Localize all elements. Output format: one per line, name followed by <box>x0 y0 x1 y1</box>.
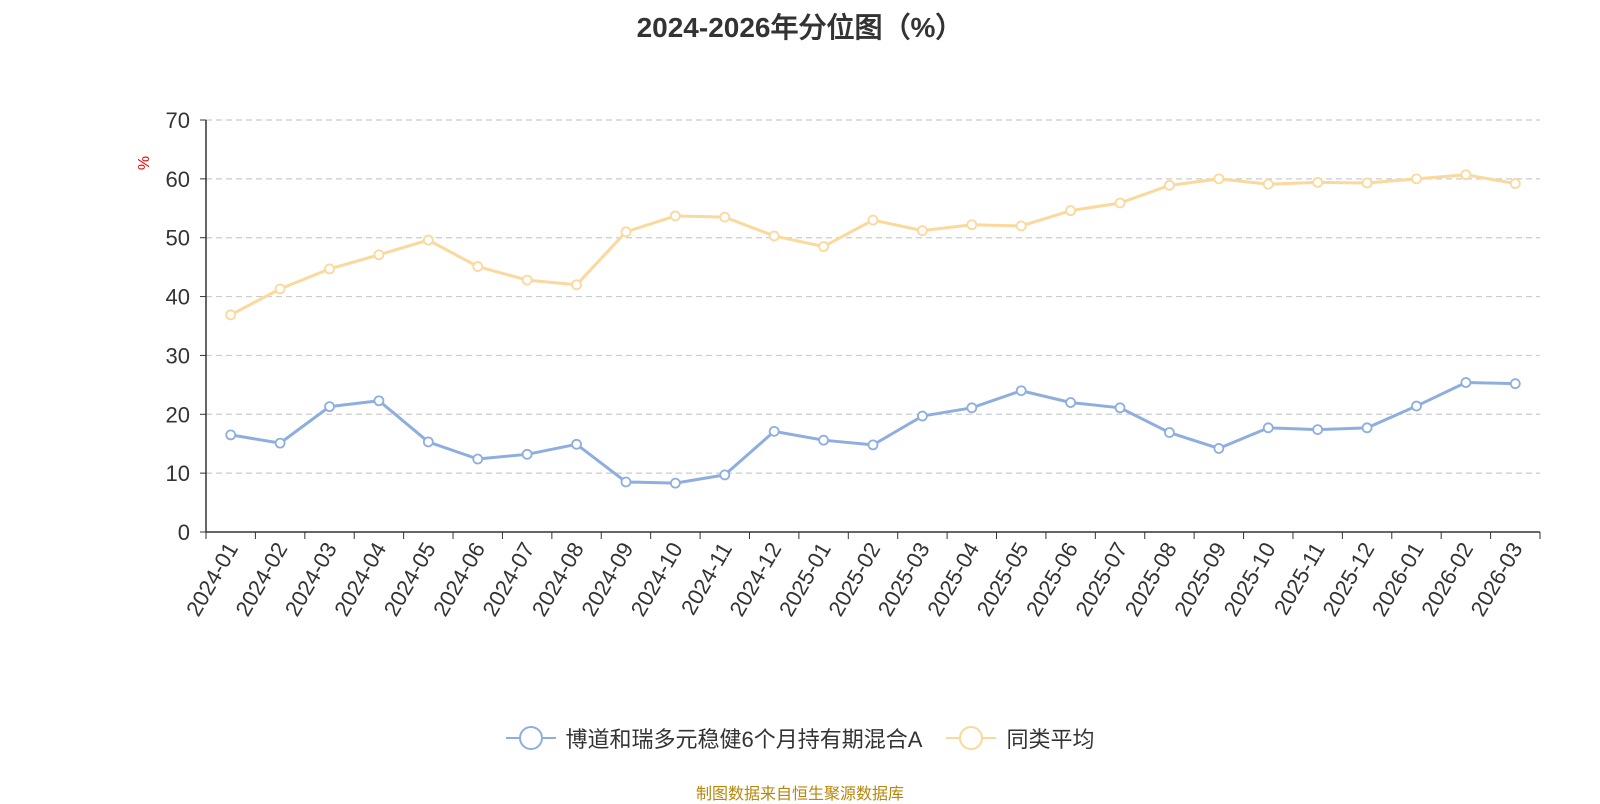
y-tick-label: 10 <box>166 461 190 486</box>
data-point-series-1 <box>521 448 533 460</box>
y-axis-label: % <box>136 156 153 170</box>
data-point-series-2 <box>571 279 582 291</box>
y-tick-label: 70 <box>166 108 190 133</box>
y-tick-label: 20 <box>166 402 190 427</box>
data-point-series-2 <box>422 234 434 246</box>
data-point-series-2 <box>274 283 286 295</box>
data-point-series-1 <box>867 439 879 451</box>
axes: 010203040506070%2024-012024-022024-03202… <box>136 108 1541 620</box>
data-point-series-2 <box>669 210 681 222</box>
data-point-series-2 <box>324 263 335 275</box>
legend-item-series-2[interactable]: 同类平均 <box>946 722 1094 754</box>
data-point-series-2 <box>1164 179 1175 191</box>
data-point-series-1 <box>274 437 286 449</box>
data-point-series-1 <box>768 425 780 437</box>
chart-title: 2024-2026年分位图（%） <box>636 12 964 43</box>
data-point-series-1 <box>917 410 928 422</box>
data-point-series-1 <box>225 429 237 441</box>
data-point-series-1 <box>669 477 681 489</box>
data-point-series-1 <box>472 453 484 465</box>
legend-marker-series-2 <box>946 726 997 750</box>
data-point-series-2 <box>1015 220 1027 232</box>
data-point-series-2 <box>1114 197 1126 209</box>
data-point-series-1 <box>1262 422 1274 434</box>
data-point-series-1 <box>1015 385 1027 397</box>
data-point-series-2 <box>1361 177 1373 189</box>
y-tick-label: 0 <box>178 520 190 545</box>
legend: 博道和瑞多元稳健6个月持有期混合A 同类平均 <box>0 722 1600 754</box>
legend-marker-series-1 <box>505 726 556 750</box>
data-point-series-1 <box>1460 377 1472 388</box>
data-point-series-2 <box>818 241 829 252</box>
data-point-series-1 <box>1164 427 1175 438</box>
data-point-series-2 <box>1213 173 1225 185</box>
data-point-series-1 <box>422 436 434 448</box>
series-lines <box>225 169 1521 489</box>
gridlines <box>206 119 1540 474</box>
data-point-series-1 <box>966 402 978 414</box>
y-tick-label: 60 <box>166 167 190 192</box>
legend-label-series-2: 同类平均 <box>1006 727 1095 752</box>
data-point-series-1 <box>324 401 335 413</box>
data-point-series-1 <box>1509 378 1521 390</box>
data-point-series-1 <box>1312 424 1324 435</box>
y-tick-label: 40 <box>166 285 190 310</box>
data-point-series-2 <box>917 225 928 237</box>
data-point-series-1 <box>373 395 385 407</box>
data-point-series-1 <box>818 434 829 446</box>
y-tick-label: 50 <box>166 226 190 251</box>
data-point-series-2 <box>768 230 780 242</box>
data-point-series-2 <box>1065 205 1077 217</box>
data-point-series-2 <box>620 226 632 238</box>
data-point-series-2 <box>1509 178 1521 189</box>
data-point-series-2 <box>867 214 879 226</box>
data-point-series-1 <box>620 476 632 488</box>
series-line-1 <box>230 381 1516 485</box>
data-point-series-2 <box>1312 176 1324 188</box>
legend-label-series-1: 博道和瑞多元稳健6个月持有期混合A <box>565 727 923 752</box>
data-point-series-1 <box>1065 397 1077 408</box>
data-point-series-1 <box>1361 422 1373 434</box>
data-point-series-2 <box>472 261 484 272</box>
source-footer: 制图数据来自恒生聚源数据库 <box>695 786 904 803</box>
data-point-series-1 <box>1213 443 1225 454</box>
data-point-series-1 <box>1114 402 1126 414</box>
data-point-series-2 <box>966 219 978 231</box>
data-point-series-2 <box>1411 173 1422 185</box>
data-point-series-2 <box>373 249 385 261</box>
data-point-series-2 <box>1262 178 1274 190</box>
data-point-series-2 <box>521 274 533 286</box>
data-point-series-2 <box>719 211 731 223</box>
y-tick-label: 30 <box>166 343 190 368</box>
legend-item-series-1[interactable]: 博道和瑞多元稳健6个月持有期混合A <box>505 722 923 754</box>
data-point-series-2 <box>225 309 237 321</box>
series-line-2 <box>230 173 1516 317</box>
data-point-series-1 <box>571 438 582 450</box>
data-point-series-2 <box>1460 169 1472 181</box>
data-point-series-1 <box>1411 400 1422 412</box>
data-point-series-1 <box>719 469 731 481</box>
